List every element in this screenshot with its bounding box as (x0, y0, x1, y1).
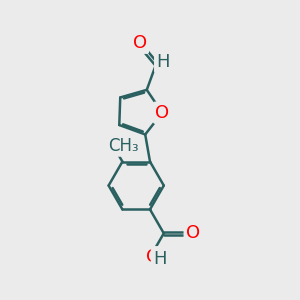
Text: O: O (186, 224, 200, 242)
Text: O: O (155, 104, 169, 122)
Text: H: H (156, 53, 170, 71)
Text: O: O (133, 34, 147, 52)
Text: H: H (153, 250, 166, 268)
Text: CH₃: CH₃ (108, 137, 138, 155)
Text: O: O (146, 248, 160, 266)
